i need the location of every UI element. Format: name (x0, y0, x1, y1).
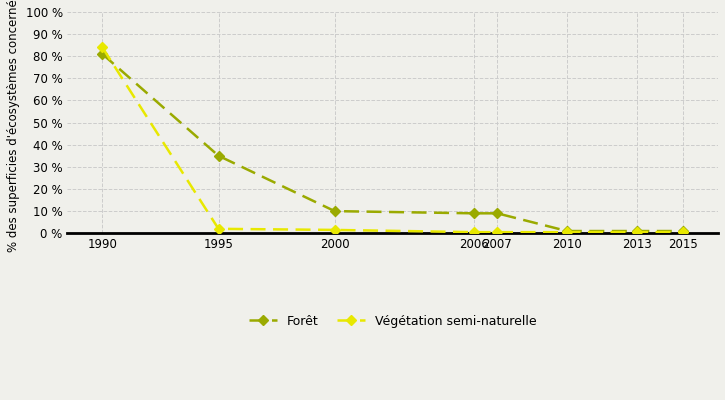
Végétation semi-naturelle (98, 45, 107, 50)
Forêt (470, 211, 478, 216)
Forêt (563, 229, 571, 234)
Forêt (493, 211, 502, 216)
Végétation semi-naturelle (331, 228, 339, 232)
Forêt (98, 52, 107, 56)
Y-axis label: % des superficies d'écosystèmes concernés: % des superficies d'écosystèmes concerné… (7, 0, 20, 252)
Végétation semi-naturelle (563, 230, 571, 234)
Forêt (331, 209, 339, 214)
Végétation semi-naturelle (214, 226, 223, 231)
Végétation semi-naturelle (493, 230, 502, 234)
Forêt (679, 229, 687, 234)
Végétation semi-naturelle (470, 230, 478, 234)
Végétation semi-naturelle (632, 230, 641, 234)
Forêt (632, 229, 641, 234)
Forêt (214, 153, 223, 158)
Végétation semi-naturelle (679, 230, 687, 234)
Legend: Forêt, Végétation semi-naturelle: Forêt, Végétation semi-naturelle (244, 310, 542, 333)
Line: Végétation semi-naturelle: Végétation semi-naturelle (99, 44, 687, 236)
Line: Forêt: Forêt (99, 50, 687, 234)
